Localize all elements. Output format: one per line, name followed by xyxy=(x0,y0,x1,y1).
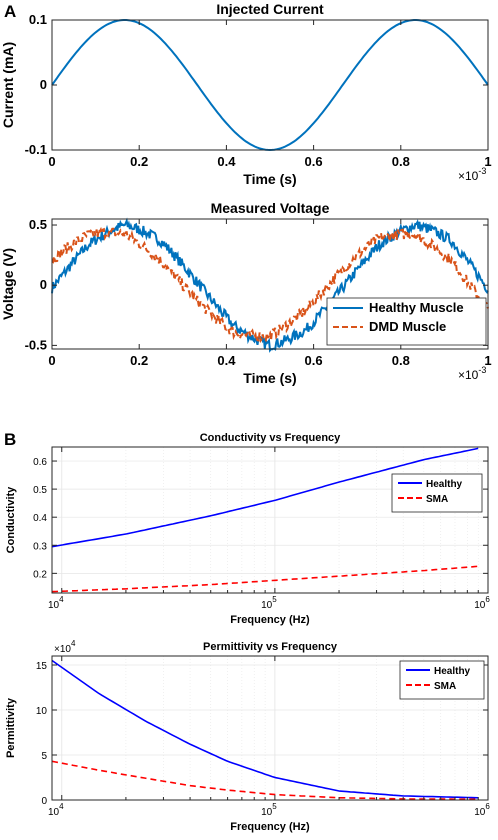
permittivity-chart: 104 105 106 0 5 10 15 Permittivity vs Frequency… xyxy=(5,639,490,833)
y-tick-label: 10 xyxy=(36,706,48,717)
x-tick-label: 1 xyxy=(484,353,491,368)
plot-frame xyxy=(51,218,489,350)
chart-title: Measured Voltage xyxy=(211,200,330,216)
panel-label-b: B xyxy=(4,430,16,449)
legend: Healthy SMA xyxy=(399,660,485,700)
x-tick-label: 0.6 xyxy=(305,154,323,169)
legend-box xyxy=(326,297,487,346)
x-tick-label: 0.4 xyxy=(217,154,236,169)
chart-title: Permittivity vs Frequency xyxy=(203,641,338,653)
series-line-1 xyxy=(51,226,489,345)
x-tick-label: 105 xyxy=(261,595,277,611)
x-tick-label: 104 xyxy=(48,802,64,818)
x-tick-label: 106 xyxy=(474,595,490,611)
y-axis-label: Conductivity xyxy=(5,486,17,553)
plot-frame xyxy=(51,446,489,594)
x-tick-label: 104 xyxy=(48,595,64,611)
series-line-0 xyxy=(51,659,479,799)
x-tick-label: 106 xyxy=(474,802,490,818)
y-tick-label: 5 xyxy=(41,751,47,762)
x-tick-label: 0.2 xyxy=(130,353,148,368)
legend: Healthy SMA xyxy=(391,473,483,513)
y-tick-label: -0.5 xyxy=(25,337,47,352)
conductivity-chart: 104 105 106 0.2 0.3 0.4 0.5 0.6 Conductivity vs … xyxy=(5,432,490,626)
y-axis-label: Voltage (V) xyxy=(0,248,16,320)
x-tick-label: 105 xyxy=(261,802,277,818)
y-tick-label: 0.4 xyxy=(33,513,47,524)
series-line-0 xyxy=(51,217,489,353)
y-tick-label: 0 xyxy=(40,277,47,292)
x-exponent-label: ×10-3 xyxy=(458,166,486,183)
panel-label-a: A xyxy=(4,2,16,21)
x-axis-label: Frequency (Hz) xyxy=(230,821,310,833)
y-tick-label: 0.5 xyxy=(29,217,47,232)
plot-frame xyxy=(51,655,489,801)
x-tick-label: 0.4 xyxy=(217,353,236,368)
series-line-0 xyxy=(51,447,479,548)
x-exponent-label: ×10-3 xyxy=(458,365,486,382)
legend-label-0: Healthy xyxy=(426,479,463,490)
legend: Healthy Muscle DMD Muscle xyxy=(326,297,487,346)
legend-label-0: Healthy Muscle xyxy=(369,300,464,315)
x-axis-label: Frequency (Hz) xyxy=(230,614,310,626)
x-tick-label: 0.8 xyxy=(392,353,410,368)
y-tick-label: 0.1 xyxy=(29,12,47,27)
series-line-1 xyxy=(51,565,479,593)
legend-label-1: SMA xyxy=(434,681,456,692)
x-axis-label: Time (s) xyxy=(243,171,296,187)
y-axis-label: Permittivity xyxy=(5,697,17,758)
plot-frame xyxy=(51,19,489,151)
y-tick-label: 0 xyxy=(40,77,47,92)
series-line-1 xyxy=(51,760,479,801)
legend-label-0: Healthy xyxy=(434,666,471,677)
y-axis-label: Current (mA) xyxy=(0,42,16,128)
x-tick-label: 0 xyxy=(48,154,55,169)
x-tick-label: 0 xyxy=(48,353,55,368)
y-tick-label: -0.1 xyxy=(25,142,47,157)
x-tick-label: 0.6 xyxy=(305,353,323,368)
chart-title: Conductivity vs Frequency xyxy=(200,432,341,444)
legend-label-1: DMD Muscle xyxy=(369,319,446,334)
y-tick-label: 0 xyxy=(41,796,47,807)
chart-title: Injected Current xyxy=(216,1,324,17)
x-tick-label: 0.2 xyxy=(130,154,148,169)
x-tick-label: 0.8 xyxy=(392,154,410,169)
legend-box xyxy=(399,660,485,700)
series-line-0 xyxy=(51,19,489,152)
legend-box xyxy=(391,473,483,513)
x-axis-label: Time (s) xyxy=(243,370,296,386)
y-tick-label: 0.5 xyxy=(33,485,47,496)
x-tick-label: 1 xyxy=(484,154,491,169)
y-exponent-label: ×104 xyxy=(54,639,76,655)
y-tick-label: 15 xyxy=(36,661,48,672)
y-tick-label: 0.6 xyxy=(33,457,47,468)
legend-label-1: SMA xyxy=(426,494,448,505)
y-tick-label: 0.3 xyxy=(33,541,47,552)
y-tick-label: 0.2 xyxy=(33,569,47,580)
